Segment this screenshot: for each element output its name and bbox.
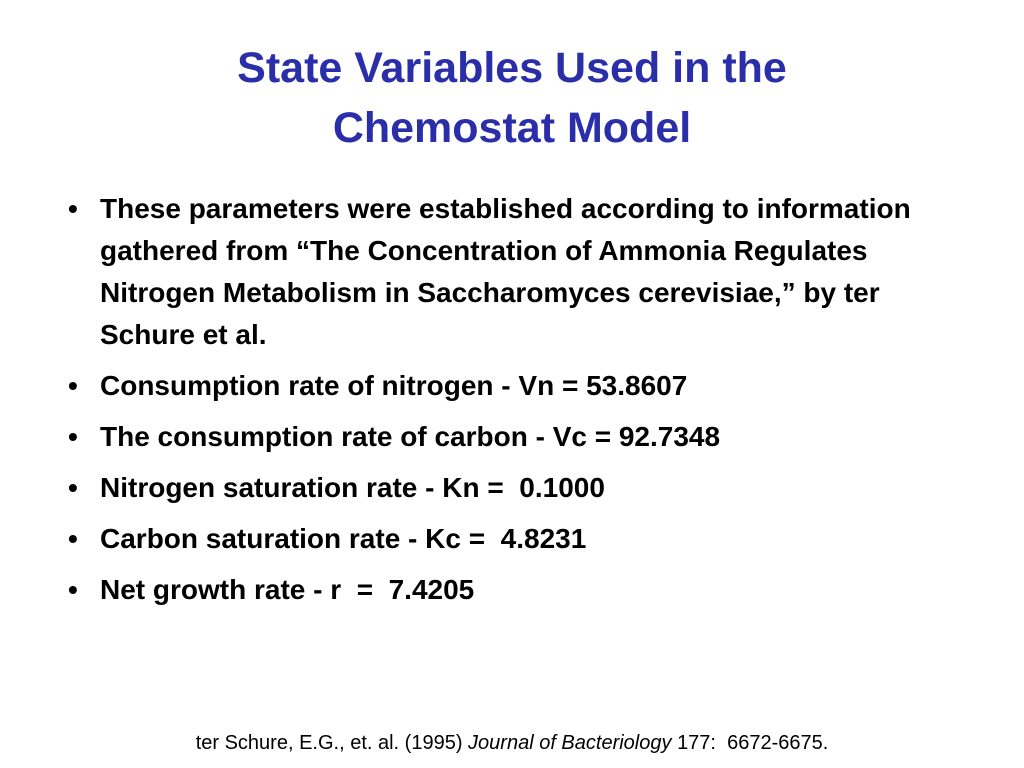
- bullet-list: These parameters were established accord…: [60, 188, 950, 620]
- citation: ter Schure, E.G., et. al. (1995) Journal…: [0, 732, 1024, 755]
- bullet-item: Net growth rate - r = 7.4205: [60, 569, 950, 611]
- bullet-item: Nitrogen saturation rate - Kn = 0.1000: [60, 467, 950, 509]
- citation-journal: Journal of Bacteriology: [468, 732, 672, 754]
- bullet-item: Consumption rate of nitrogen - Vn = 53.8…: [60, 365, 950, 407]
- citation-authors: ter Schure, E.G., et. al. (1995): [195, 732, 463, 754]
- bullet-item: Carbon saturation rate - Kc = 4.8231: [60, 518, 950, 560]
- bullet-item: The consumption rate of carbon - Vc = 92…: [60, 416, 950, 458]
- citation-details: 177: 6672-6675.: [677, 732, 829, 754]
- slide-title: State Variables Used in the Chemostat Mo…: [237, 44, 787, 152]
- bullet-item: These parameters were established accord…: [60, 188, 950, 356]
